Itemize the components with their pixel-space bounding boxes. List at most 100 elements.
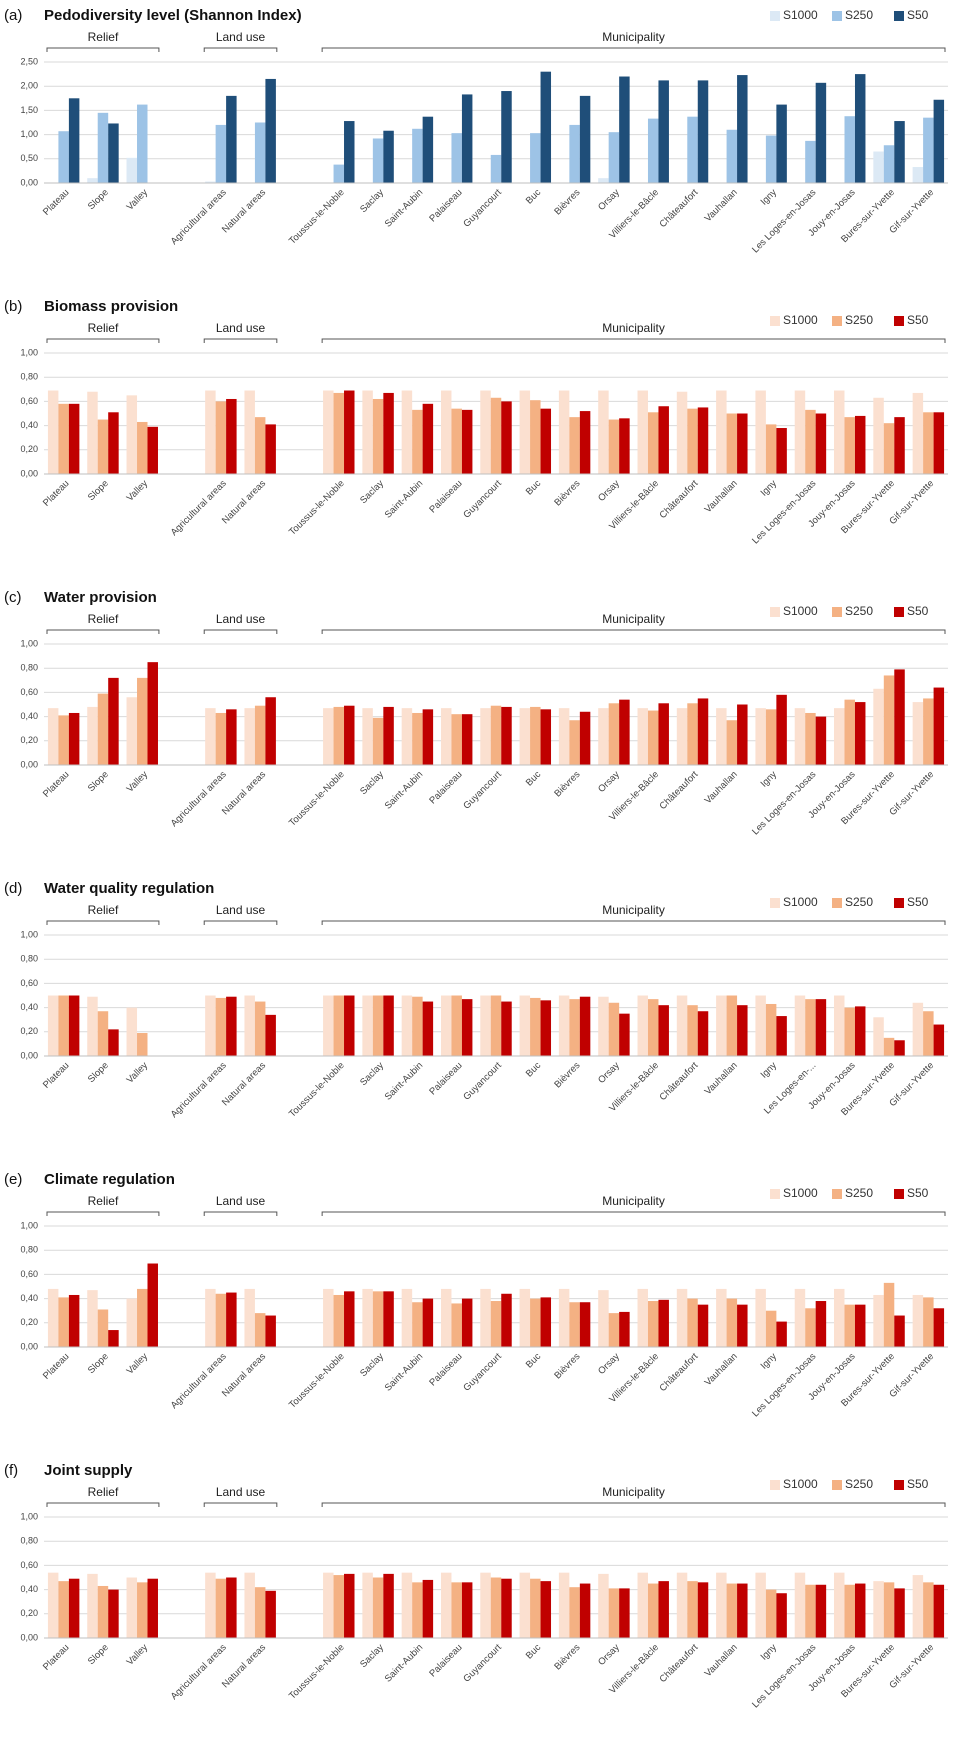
bar: [658, 406, 669, 474]
bar: [805, 999, 816, 1056]
bar: [47, 390, 59, 474]
x-tick-label: Saclay: [358, 1060, 386, 1088]
chart-title: Water quality regulation: [44, 880, 214, 897]
bar: [765, 709, 777, 765]
x-tick-label: Buc: [524, 1351, 544, 1371]
bar: [716, 390, 727, 474]
bar: [147, 1578, 158, 1638]
bar: [215, 1578, 227, 1638]
panel-label: (d): [4, 880, 22, 897]
bar: [226, 709, 237, 765]
y-tick-label: 2,00: [20, 81, 38, 91]
bar: [323, 1572, 334, 1638]
y-tick-label: 1,00: [20, 1220, 38, 1230]
bar: [765, 1003, 777, 1056]
x-tick-label: Toussus-le-Noble: [287, 1351, 347, 1411]
bar: [344, 121, 355, 183]
panel-label: (e): [4, 1171, 22, 1188]
bar: [97, 1585, 109, 1638]
bar: [540, 1581, 552, 1638]
bar: [647, 412, 659, 474]
y-tick-label: 0,00: [20, 177, 38, 187]
x-tick-label: Vauhallan: [703, 769, 740, 806]
bar: [658, 1299, 669, 1347]
bar: [540, 71, 552, 183]
bar: [873, 151, 884, 183]
y-tick-label: 0,80: [20, 1245, 38, 1255]
bar: [422, 1579, 434, 1638]
bar: [844, 417, 855, 474]
group-bracket: [46, 1211, 160, 1216]
legend-label: S250: [845, 1186, 873, 1200]
bar: [58, 403, 69, 474]
bar: [579, 411, 591, 474]
bar: [372, 398, 384, 474]
bar: [383, 130, 394, 183]
x-tick-label: Slope: [86, 1351, 111, 1376]
legend-label: S1000: [783, 8, 818, 22]
bar: [254, 1313, 266, 1347]
bar: [451, 714, 462, 765]
bar: [598, 178, 609, 183]
bar: [854, 1006, 866, 1056]
bar: [519, 995, 531, 1056]
x-tick-label: Plateau: [41, 1642, 72, 1673]
bar: [461, 999, 473, 1056]
legend-label: S50: [907, 1186, 929, 1200]
bar: [501, 1001, 512, 1056]
legend-swatch: [770, 316, 780, 326]
x-tick-label: Vauhallan: [703, 1642, 740, 1679]
y-tick-label: 0,20: [20, 735, 38, 745]
bar: [451, 133, 462, 183]
bar: [47, 995, 59, 1056]
group-bracket: [321, 920, 946, 925]
bar: [333, 995, 345, 1056]
group-label: Land use: [216, 903, 266, 917]
bar: [244, 708, 255, 765]
bar: [226, 95, 237, 183]
y-tick-label: 0,60: [20, 687, 38, 697]
bar: [401, 995, 413, 1056]
bar: [619, 699, 630, 765]
x-tick-label: Saint-Aubin: [383, 1642, 426, 1685]
bar: [883, 675, 895, 765]
bar: [58, 715, 69, 765]
bar: [737, 1304, 748, 1347]
bar: [362, 708, 373, 765]
bar: [254, 122, 266, 183]
bar: [126, 395, 138, 474]
bar: [558, 1288, 570, 1347]
bar: [137, 104, 148, 183]
bar: [912, 1002, 924, 1056]
bar: [244, 1572, 255, 1638]
bar: [333, 706, 345, 765]
legend-label: S50: [907, 8, 929, 22]
bar: [412, 1302, 423, 1347]
bar: [440, 1572, 452, 1638]
group-bracket: [203, 920, 278, 925]
bar: [579, 95, 591, 183]
bar: [598, 996, 609, 1056]
group-bracket: [321, 1502, 946, 1507]
bar: [108, 677, 119, 765]
x-tick-label: Châteaufort: [658, 478, 701, 521]
x-tick-label: Toussus-le-Noble: [287, 187, 347, 247]
group-label: Municipality: [602, 321, 665, 335]
bar: [440, 995, 452, 1056]
bar: [480, 1572, 491, 1638]
bar: [598, 390, 609, 474]
x-tick-label: Buc: [524, 187, 544, 207]
x-tick-label: Plateau: [41, 1060, 72, 1091]
x-tick-label: Orsay: [596, 1642, 622, 1668]
y-tick-label: 1,00: [20, 929, 38, 939]
bar: [883, 1282, 895, 1347]
bar: [440, 708, 452, 765]
group-bracket: [203, 1502, 278, 1507]
group-bracket: [203, 47, 278, 52]
bar: [226, 1577, 237, 1638]
group-label: Relief: [88, 1194, 119, 1208]
x-tick-label: Palaiseau: [427, 1351, 464, 1388]
bar: [344, 1291, 355, 1347]
group-label: Relief: [88, 612, 119, 626]
chart-title: Joint supply: [44, 1462, 133, 1479]
